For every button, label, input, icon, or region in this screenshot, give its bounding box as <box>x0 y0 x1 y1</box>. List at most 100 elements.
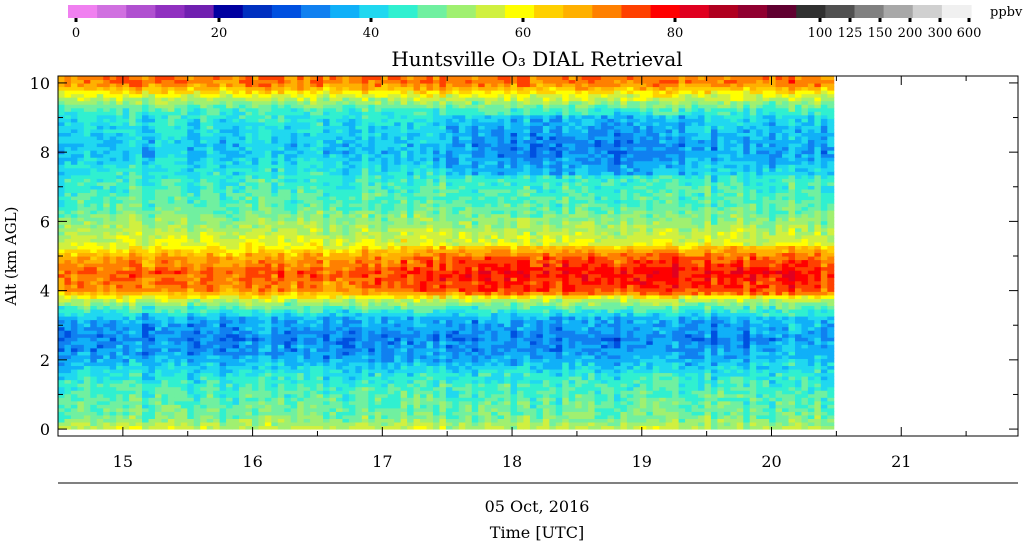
heatmap-cell <box>193 400 201 405</box>
heatmap-cell <box>142 298 149 303</box>
heatmap-cell <box>245 210 253 215</box>
heatmap-cell <box>368 312 376 317</box>
heatmap-cell <box>116 291 124 296</box>
heatmap-cell <box>116 220 124 225</box>
heatmap-cell <box>239 104 246 109</box>
heatmap-cell <box>135 376 143 381</box>
heatmap-cell <box>90 414 98 419</box>
heatmap-cell <box>355 259 363 264</box>
heatmap-cell <box>213 249 221 254</box>
colorbar-swatch <box>825 5 856 18</box>
heatmap-cell <box>122 337 130 342</box>
heatmap-cell <box>310 369 318 374</box>
heatmap-cell <box>368 333 376 338</box>
heatmap-cell <box>193 372 201 377</box>
heatmap-cell <box>77 270 85 275</box>
heatmap-cell <box>206 407 214 412</box>
heatmap-cell <box>342 185 350 190</box>
heatmap-cell <box>361 86 369 91</box>
heatmap-cell <box>187 83 195 88</box>
heatmap-cell <box>135 316 143 321</box>
heatmap-cell <box>96 136 104 141</box>
heatmap-cell <box>232 358 240 363</box>
heatmap-cell <box>290 171 298 176</box>
heatmap-cell <box>348 139 356 144</box>
heatmap-cell <box>122 224 130 229</box>
heatmap-cell <box>264 132 272 137</box>
heatmap-cell <box>219 213 227 218</box>
heatmap-cell <box>213 217 221 222</box>
heatmap-cell <box>58 125 65 130</box>
heatmap-cell <box>310 203 318 208</box>
heatmap-cell <box>103 287 111 292</box>
heatmap-cell <box>258 174 266 179</box>
heatmap-cell <box>193 76 201 81</box>
heatmap-cell <box>277 206 285 211</box>
heatmap-cell <box>361 227 369 232</box>
heatmap-cell <box>70 210 78 215</box>
heatmap-cell <box>232 301 240 306</box>
heatmap-cell <box>239 192 246 197</box>
heatmap-cell <box>290 326 298 331</box>
heatmap-cell <box>323 333 331 338</box>
heatmap-cell <box>303 266 311 271</box>
heatmap-cell <box>316 249 324 254</box>
heatmap-cell <box>109 249 117 254</box>
heatmap-cell <box>277 259 285 264</box>
heatmap-cell <box>342 93 350 98</box>
heatmap-cell <box>193 118 201 123</box>
heatmap-cell <box>135 259 143 264</box>
heatmap-cell <box>135 294 143 299</box>
heatmap-cell <box>187 351 195 356</box>
heatmap-cell <box>251 100 259 105</box>
heatmap-cell <box>258 326 266 331</box>
heatmap-cell <box>200 210 208 215</box>
heatmap-cell <box>161 280 169 285</box>
heatmap-cell <box>277 397 285 402</box>
heatmap-cell <box>219 171 227 176</box>
heatmap-cell <box>290 160 298 165</box>
heatmap-cell <box>290 414 298 419</box>
heatmap-cell <box>109 213 117 218</box>
heatmap-cell <box>206 323 214 328</box>
heatmap-cell <box>297 291 305 296</box>
heatmap-cell <box>64 196 72 201</box>
heatmap-cell <box>329 76 337 81</box>
heatmap-cell <box>277 326 285 331</box>
heatmap-cell <box>193 128 201 133</box>
heatmap-cell <box>135 164 143 169</box>
heatmap-cell <box>348 411 356 416</box>
heatmap-cell <box>284 386 292 391</box>
heatmap-cell <box>193 280 201 285</box>
heatmap-cell <box>335 132 343 137</box>
heatmap-cell <box>58 284 65 289</box>
heatmap-cell <box>251 383 259 388</box>
heatmap-cell <box>219 160 227 165</box>
heatmap-cell <box>284 97 292 102</box>
heatmap-cell <box>239 273 246 278</box>
heatmap-cell <box>122 213 130 218</box>
heatmap-cell <box>232 326 240 331</box>
heatmap-cell <box>348 97 356 102</box>
heatmap-cell <box>213 104 221 109</box>
heatmap-cell <box>148 210 156 215</box>
heatmap-cell <box>148 358 156 363</box>
heatmap-cell <box>77 291 85 296</box>
heatmap-cell <box>219 344 227 349</box>
heatmap-cell <box>277 139 285 144</box>
heatmap-cell <box>368 192 376 197</box>
heatmap-cell <box>64 125 72 130</box>
heatmap-cell <box>116 86 124 91</box>
heatmap-cell <box>239 245 246 250</box>
heatmap-cell <box>77 252 85 257</box>
heatmap-cell <box>258 93 266 98</box>
heatmap-cell <box>355 174 363 179</box>
heatmap-cell <box>323 340 331 345</box>
heatmap-cell <box>355 118 363 123</box>
heatmap-cell <box>355 139 363 144</box>
heatmap-cell <box>284 323 292 328</box>
heatmap-cell <box>303 164 311 169</box>
heatmap-cell <box>219 111 227 116</box>
heatmap-cell <box>142 326 149 331</box>
heatmap-cell <box>58 174 65 179</box>
